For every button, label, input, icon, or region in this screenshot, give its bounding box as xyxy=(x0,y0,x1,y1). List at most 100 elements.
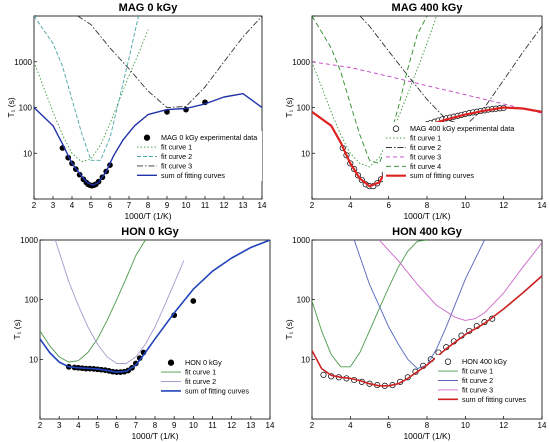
x-tick-label: 10 xyxy=(461,201,470,210)
x-tick-label: 9 xyxy=(165,201,170,210)
series-line-4 xyxy=(77,16,262,108)
y-tick-label: 1000 xyxy=(20,236,38,245)
series-line-5 xyxy=(312,16,428,164)
legend-marker xyxy=(444,358,452,365)
x-tick-label: 11 xyxy=(201,201,210,210)
x-tick-label: 5 xyxy=(95,421,100,430)
x-tick-label: 5 xyxy=(89,201,94,210)
legend-label: fit curve 4 xyxy=(410,162,441,171)
x-tick-label: 6 xyxy=(386,201,391,210)
x-tick-label: 13 xyxy=(246,421,255,430)
data-area xyxy=(40,240,270,375)
x-tick-label: 6 xyxy=(108,201,113,210)
data-area xyxy=(312,240,542,389)
data-area xyxy=(34,16,262,189)
legend-label: fit curve 1 xyxy=(462,367,493,376)
x-tick-label: 8 xyxy=(425,201,430,210)
series-line-2 xyxy=(34,29,149,163)
x-axis: 2 4 6 8 10 12 14 1000/T (1/K) xyxy=(310,196,547,221)
legend-label: sum of fitting curves xyxy=(462,395,526,404)
x-tick-label: 11 xyxy=(208,421,217,430)
legend-label: fit curve 1 xyxy=(410,134,441,143)
x-tick-label: 10 xyxy=(189,421,198,430)
x-tick-label: 4 xyxy=(76,421,81,430)
x-tick-label: 3 xyxy=(57,421,62,430)
y-axis-label: T₁ (s) xyxy=(6,97,16,118)
x-tick-label: 6 xyxy=(114,421,119,430)
series-line-3 xyxy=(359,16,542,127)
y-axis: 10 100 1000 T₁ (s) xyxy=(6,15,37,200)
series-line-3 xyxy=(34,16,139,161)
legend-label: fit curve 1 xyxy=(161,143,192,152)
data-point xyxy=(320,371,327,378)
series-line-4 xyxy=(378,240,542,321)
legend-box xyxy=(435,355,539,405)
x-tick-label: 9 xyxy=(172,421,177,430)
y-tick-label: 100 xyxy=(19,104,33,113)
legend-label: HON 400 kGy xyxy=(462,357,507,366)
series-line-2 xyxy=(40,240,146,363)
legend-label: fit curve 2 xyxy=(161,152,192,161)
x-tick-label: 14 xyxy=(538,421,547,430)
x-tick-label: 4 xyxy=(348,421,353,430)
legend-label: fit curve 1 xyxy=(185,368,216,377)
series-line-2 xyxy=(312,16,438,168)
legend-label: HON 0 kGy xyxy=(185,358,222,367)
y-tick-label: 1000 xyxy=(14,58,32,67)
data-point xyxy=(190,298,197,304)
series-line-3 xyxy=(54,240,185,364)
legend-label: fit curve 3 xyxy=(161,161,192,170)
series-line-3 xyxy=(353,240,485,370)
x-axis: 2 4 6 8 10 12 14 1000/T (1/K) xyxy=(310,416,547,441)
series-line-4 xyxy=(40,240,270,373)
legend-marker xyxy=(392,125,400,132)
x-tick-label: 2 xyxy=(32,201,37,210)
y-tick-label: 100 xyxy=(297,296,311,305)
y-tick-label: 10 xyxy=(29,355,38,364)
x-tick-label: 8 xyxy=(153,421,158,430)
x-tick-label: 14 xyxy=(258,201,267,210)
x-tick-label: 10 xyxy=(182,201,191,210)
y-axis-label: T₁ (s) xyxy=(12,319,22,340)
legend-label: MAG 400 kGy experimental data xyxy=(410,124,514,133)
x-tick-label: 10 xyxy=(461,421,470,430)
legend-box xyxy=(134,131,262,181)
x-axis-label: 1000/T (1/K) xyxy=(403,431,450,441)
legend-label: fit curve 3 xyxy=(462,385,493,394)
y-tick-label: 1000 xyxy=(292,58,310,67)
y-tick-label: 10 xyxy=(301,355,310,364)
x-tick-label: 12 xyxy=(227,421,236,430)
x-axis-label: 1000/T (1/K) xyxy=(131,431,178,441)
chart-title: MAG 400 kGy xyxy=(392,2,464,14)
legend-label: fit curve 2 xyxy=(462,376,493,385)
legend-box xyxy=(158,356,268,397)
x-tick-label: 2 xyxy=(38,421,43,430)
y-axis: 10 100 1000 T₁ (s) xyxy=(12,236,43,364)
legend-label: sum of fitting curves xyxy=(410,171,474,180)
legend-label: sum of fitting curves xyxy=(185,386,249,395)
legend-marker xyxy=(143,134,151,141)
chart-panel-3: HON 0 kGy 2 3 4 5 6 7 8 9 10 11 12 13 14 1000/T (1/K) 1… xyxy=(12,226,275,441)
x-tick-label: 6 xyxy=(386,421,391,430)
y-axis: 10 100 1000 T₁ (s) xyxy=(284,15,315,200)
legend-label: sum of fitting curves xyxy=(161,171,225,180)
chart-title: HON 0 kGy xyxy=(121,226,179,238)
x-tick-label: 4 xyxy=(70,201,75,210)
y-tick-label: 100 xyxy=(25,296,39,305)
x-axis-label: 1000/T (1/K) xyxy=(403,211,450,221)
y-axis-label: T₁ (s) xyxy=(284,97,294,118)
y-axis: 10 100 1000 T₁ (s) xyxy=(284,236,315,364)
x-tick-label: 3 xyxy=(51,201,56,210)
x-tick-label: 8 xyxy=(146,201,151,210)
series-line-5 xyxy=(34,93,262,186)
x-tick-label: 7 xyxy=(127,201,132,210)
x-tick-label: 12 xyxy=(220,201,229,210)
legend-label: MAG 0 kGy experimental data xyxy=(161,133,257,142)
legend-label: fit curve 3 xyxy=(410,152,441,161)
y-tick-label: 1000 xyxy=(292,236,310,245)
y-tick-label: 10 xyxy=(301,149,310,158)
